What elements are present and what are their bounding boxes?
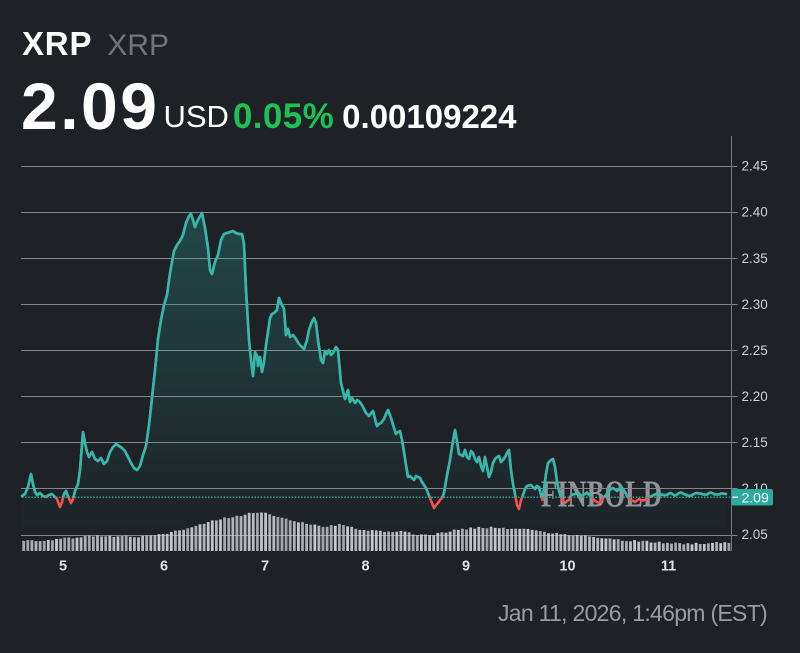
svg-text:6: 6 (160, 559, 168, 575)
svg-text:2.25: 2.25 (742, 343, 768, 358)
svg-text:2.05: 2.05 (742, 527, 768, 542)
svg-text:2.20: 2.20 (742, 389, 768, 404)
svg-text:2.15: 2.15 (742, 435, 768, 450)
svg-text:5: 5 (59, 559, 67, 575)
svg-text:2.35: 2.35 (742, 251, 768, 266)
svg-text:2.09: 2.09 (742, 489, 769, 505)
svg-text:7: 7 (261, 559, 269, 575)
svg-text:2.40: 2.40 (742, 205, 768, 220)
svg-text:11: 11 (661, 559, 676, 575)
svg-text:10: 10 (559, 559, 575, 575)
svg-text:9: 9 (462, 559, 470, 575)
svg-text:2.45: 2.45 (742, 159, 768, 174)
svg-text:2.30: 2.30 (742, 297, 768, 312)
svg-text:8: 8 (361, 559, 369, 575)
